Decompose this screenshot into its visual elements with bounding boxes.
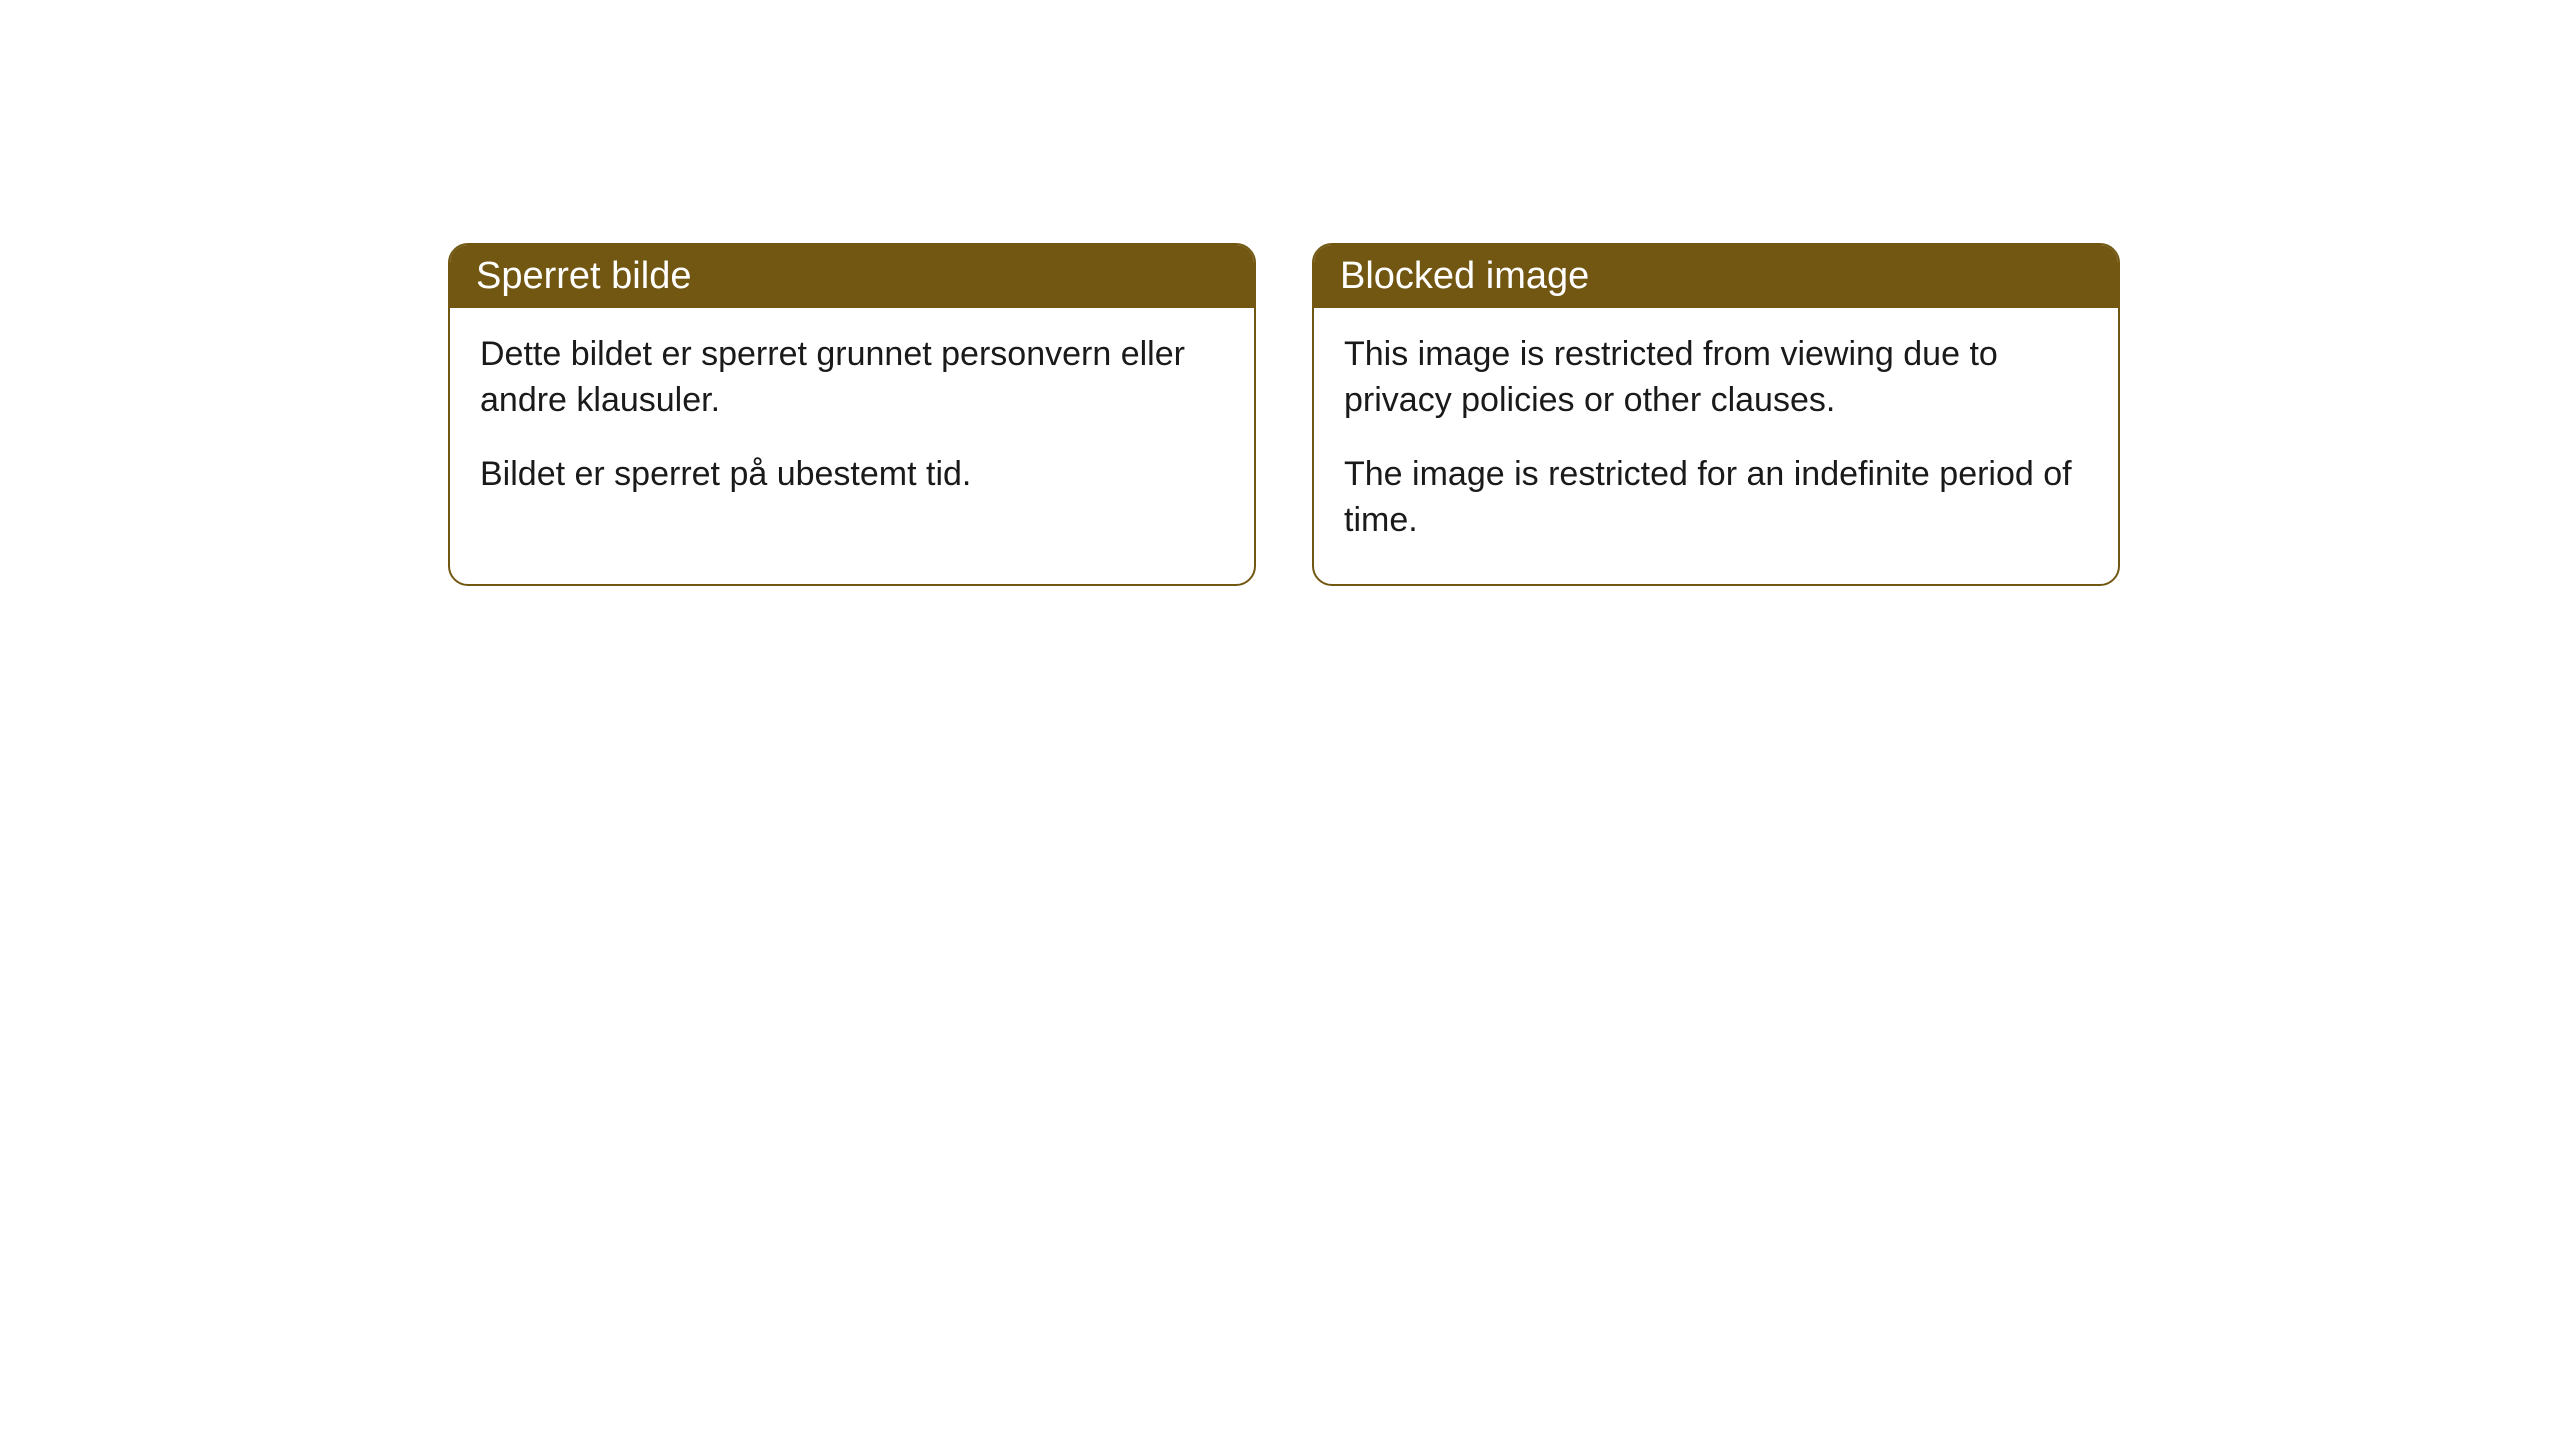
card-header: Sperret bilde: [450, 245, 1254, 308]
card-body: This image is restricted from viewing du…: [1314, 308, 2118, 584]
card-body: Dette bildet er sperret grunnet personve…: [450, 308, 1254, 538]
card-paragraph: The image is restricted for an indefinit…: [1344, 452, 2088, 544]
card-paragraph: This image is restricted from viewing du…: [1344, 332, 2088, 424]
card-title: Sperret bilde: [476, 255, 691, 297]
notice-cards-container: Sperret bilde Dette bildet er sperret gr…: [448, 243, 2120, 586]
card-paragraph: Bildet er sperret på ubestemt tid.: [480, 452, 1224, 498]
card-paragraph: Dette bildet er sperret grunnet personve…: [480, 332, 1224, 424]
card-header: Blocked image: [1314, 245, 2118, 308]
notice-card-norwegian: Sperret bilde Dette bildet er sperret gr…: [448, 243, 1256, 586]
notice-card-english: Blocked image This image is restricted f…: [1312, 243, 2120, 586]
card-title: Blocked image: [1340, 255, 1589, 297]
